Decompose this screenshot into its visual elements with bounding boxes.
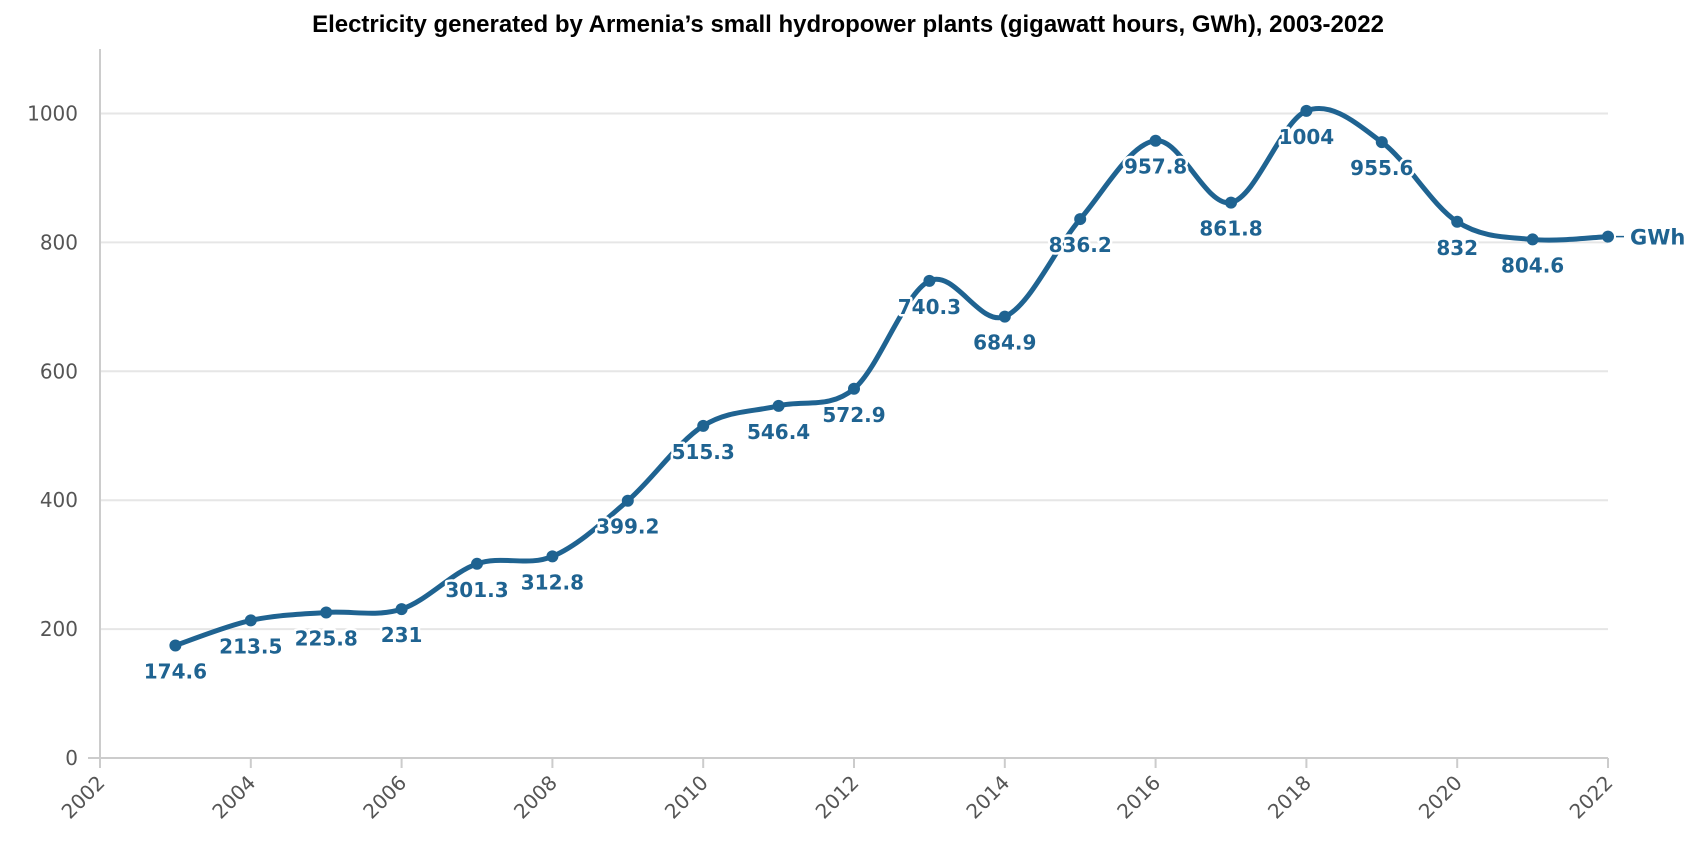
x-tick-label: 2002 [57, 771, 110, 824]
data-point [621, 494, 634, 507]
data-label: 231 [381, 623, 423, 647]
data-label: 174.6 [144, 659, 207, 683]
x-tick-label: 2022 [1565, 771, 1618, 824]
x-tick-label: 2018 [1263, 771, 1316, 824]
data-label: 684.9 [973, 331, 1036, 355]
data-label: 861.8 [1199, 217, 1262, 241]
data-point [546, 550, 559, 563]
data-label: 740.3 [898, 295, 961, 319]
data-label: 399.2 [596, 515, 659, 539]
data-point [320, 606, 333, 619]
data-point [395, 603, 408, 616]
data-point [1375, 136, 1388, 149]
data-point [1602, 230, 1614, 243]
data-point [998, 310, 1011, 323]
chart-title: Electricity generated by Armenia’s small… [312, 11, 1384, 38]
data-point [1225, 196, 1237, 209]
y-tick-label: 600 [40, 359, 78, 383]
data-point [697, 419, 710, 432]
data-label: 804.6 [1501, 253, 1564, 277]
x-tick-label: 2012 [811, 771, 864, 824]
x-tick-label: 2020 [1414, 771, 1467, 824]
x-tick-label: 2004 [207, 771, 260, 824]
data-label: 1004 [1279, 125, 1335, 149]
x-tick-label: 2016 [1112, 771, 1165, 824]
x-tick-label: 2014 [961, 771, 1014, 824]
data-label: 312.8 [521, 570, 584, 594]
y-tick-label: 800 [40, 230, 78, 254]
data-point [1074, 213, 1087, 226]
data-point [244, 614, 257, 627]
data-point [923, 274, 936, 287]
data-point [1300, 104, 1313, 117]
series-line [172, 106, 1611, 648]
data-label: 957.8 [1124, 155, 1187, 179]
y-tick-label: 1000 [27, 102, 78, 126]
data-label: 301.3 [445, 578, 508, 602]
data-label: 213.5 [219, 634, 282, 658]
y-tick-label: 400 [40, 488, 78, 512]
data-point [1526, 233, 1539, 246]
data-point [772, 399, 785, 412]
data-label: 832 [1436, 236, 1478, 260]
data-label: 836.2 [1049, 233, 1112, 257]
x-tick-label: 2010 [660, 771, 713, 824]
x-tick-label: 2006 [358, 771, 411, 824]
x-tick-label: 2008 [509, 771, 562, 824]
data-label: 515.3 [672, 440, 735, 464]
data-label: 546.4 [747, 420, 810, 444]
data-label: 572.9 [822, 403, 885, 427]
data-label: 225.8 [295, 626, 358, 650]
y-tick-label: 0 [65, 746, 78, 770]
data-point [471, 557, 483, 570]
data-point [1149, 134, 1162, 147]
data-point [169, 639, 182, 652]
data-label: 955.6 [1350, 156, 1413, 180]
series-name-label: GWh [1630, 226, 1685, 250]
data-point [848, 382, 860, 395]
data-point [1451, 215, 1464, 228]
y-tick-label: 200 [40, 617, 78, 641]
